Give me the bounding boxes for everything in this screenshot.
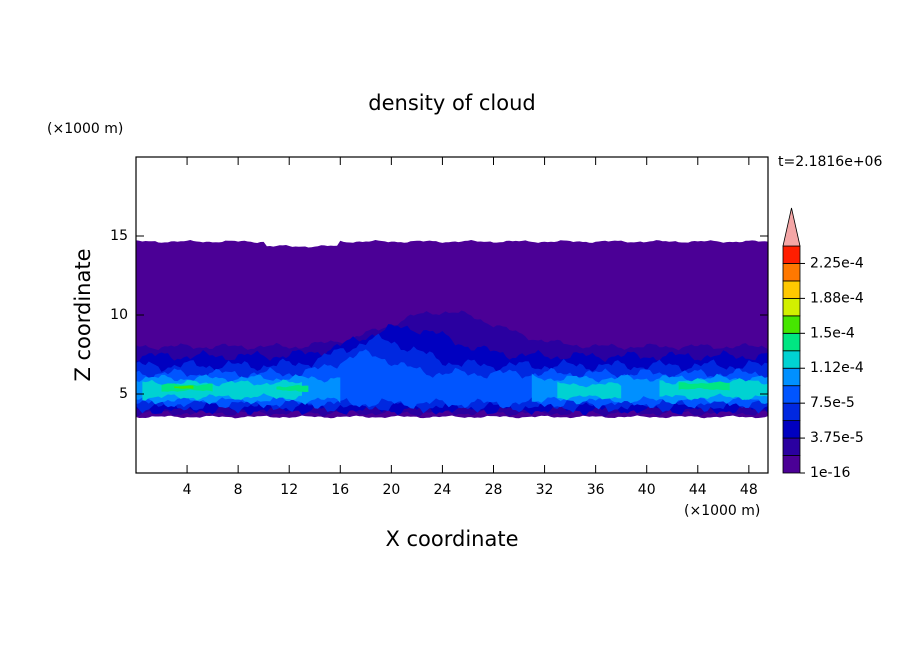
y-tick-label: 5 xyxy=(119,386,128,402)
x-tick-label: 48 xyxy=(740,482,758,498)
x-tick-label: 8 xyxy=(234,482,243,498)
colorbar-label: 3.75e-5 xyxy=(810,430,864,446)
x-tick-label: 44 xyxy=(689,482,707,498)
colorbar-label: 1.5e-4 xyxy=(810,325,855,341)
colorbar-box xyxy=(782,332,801,352)
colorbar-box xyxy=(782,367,801,387)
contour-fill xyxy=(276,384,309,393)
y-unit: (×1000 m) xyxy=(47,121,123,137)
x-tick-label: 28 xyxy=(485,482,503,498)
x-unit: (×1000 m) xyxy=(684,503,760,519)
x-tick-label: 40 xyxy=(638,482,656,498)
x-axis-label: X coordinate xyxy=(385,527,518,551)
colorbar-label: 1e-16 xyxy=(810,465,850,481)
chart-title: density of cloud xyxy=(368,91,535,115)
x-tick-label: 32 xyxy=(536,482,554,498)
colorbar-box xyxy=(782,402,801,422)
x-tick-label: 20 xyxy=(382,482,400,498)
time-label: t=2.1816e+06 xyxy=(778,154,882,170)
contour-fill xyxy=(142,379,302,401)
colorbar-box xyxy=(782,315,801,334)
colorbar-label: 7.5e-5 xyxy=(810,395,855,411)
contour-fill xyxy=(174,385,194,389)
contour-fill xyxy=(557,381,622,401)
colorbar-box xyxy=(782,437,801,456)
contour-field xyxy=(136,240,768,419)
colorbar-box xyxy=(782,297,801,317)
x-tick-label: 12 xyxy=(280,482,298,498)
contour-fill xyxy=(678,381,730,391)
colorbar-box xyxy=(782,350,801,369)
y-axis-label: Z coordinate xyxy=(71,248,95,381)
colorbar-box xyxy=(782,420,801,439)
y-tick-label: 15 xyxy=(110,228,128,244)
colorbar-box xyxy=(782,263,801,282)
x-tick-label: 36 xyxy=(587,482,605,498)
colorbar-box xyxy=(782,245,801,264)
x-tick-label: 4 xyxy=(183,482,192,498)
y-tick-label: 10 xyxy=(110,307,128,323)
colorbar-label: 1.12e-4 xyxy=(810,360,864,376)
colorbar-label: 1.88e-4 xyxy=(810,290,864,306)
colorbar-box xyxy=(782,280,801,299)
colorbar-label: 2.25e-4 xyxy=(810,255,864,271)
x-tick-label: 16 xyxy=(331,482,349,498)
colorbar-box xyxy=(782,385,801,404)
colorbar-extend xyxy=(782,207,801,247)
colorbar-box xyxy=(782,455,801,474)
x-tick-label: 24 xyxy=(434,482,452,498)
